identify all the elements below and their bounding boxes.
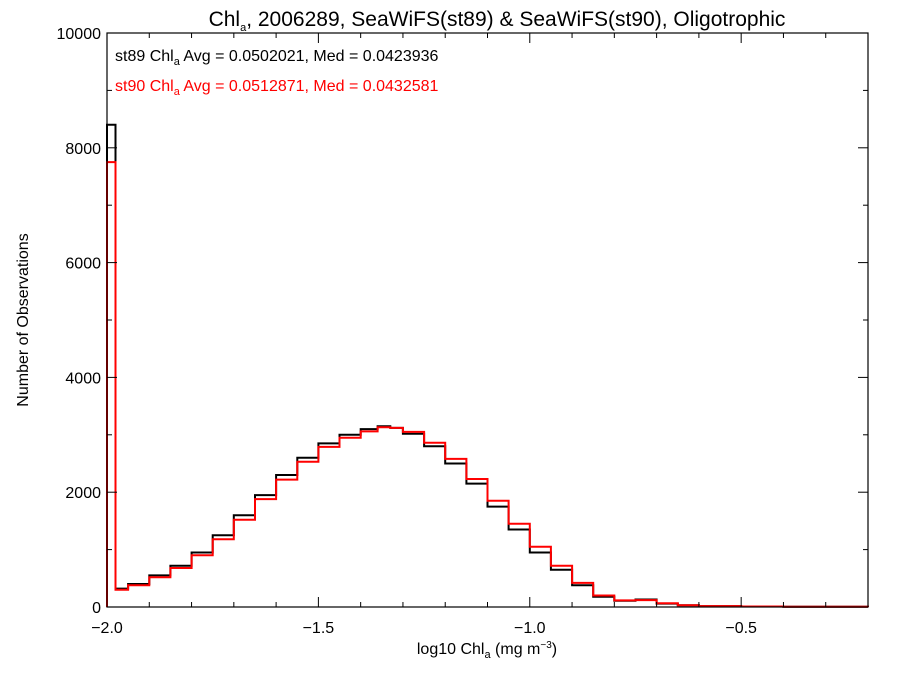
tick-layer: −2.0 −1.5 −1.0 −0.5 0 2000 4000 6000 8000 10000 [57,26,869,637]
y-tick-label: 8000 [65,141,101,158]
y-tick-label: 0 [92,600,101,617]
x-tick-label: −1.5 [303,620,335,637]
x-tick-label: −0.5 [725,620,757,637]
legend-entry-st89: st89 Chla Avg = 0.0502021, Med = 0.04239… [115,48,439,68]
series-line-0 [106,123,869,608]
legend-entry-st90: st90 Chla Avg = 0.0512871, Med = 0.04325… [115,78,439,98]
x-axis-label: log10 Chla (mg m−3) [417,640,557,661]
y-tick-label: 10000 [57,26,102,43]
x-tick-label: −2.0 [91,620,123,637]
y-tick-label: 6000 [65,256,101,273]
y-axis-label: Number of Observations [15,233,32,406]
y-tick-label: 2000 [65,485,101,502]
chart-title: Chla, 2006289, SeaWiFS(st89) & SeaWiFS(s… [209,8,786,34]
y-tick-label: 4000 [65,370,101,387]
series-layer [106,123,869,608]
series-line-1 [106,161,869,608]
x-tick-label: −1.0 [514,620,546,637]
plot-frame [106,32,869,608]
